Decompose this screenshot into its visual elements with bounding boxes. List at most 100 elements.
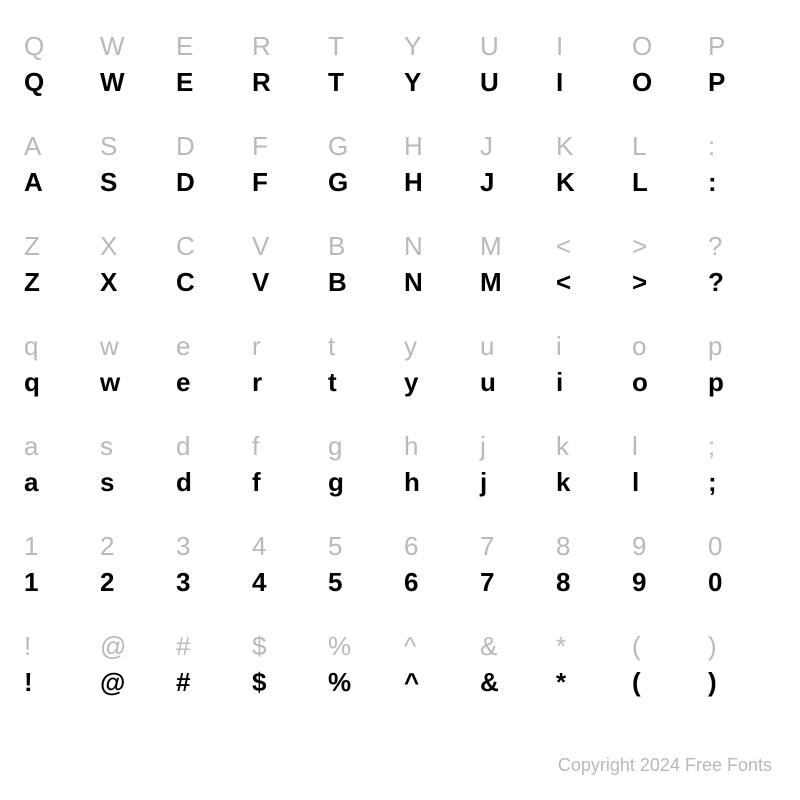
sample-glyph: O <box>632 69 652 95</box>
sample-glyph: r <box>252 369 262 395</box>
char-cell: XX <box>96 214 172 314</box>
reference-glyph: O <box>632 33 652 59</box>
sample-glyph: 2 <box>100 569 114 595</box>
char-cell: qq <box>20 314 96 414</box>
sample-glyph: : <box>708 169 717 195</box>
char-cell: CC <box>172 214 248 314</box>
char-cell: dd <box>172 414 248 514</box>
reference-glyph: A <box>24 133 41 159</box>
reference-glyph: 0 <box>708 533 722 559</box>
sample-glyph: A <box>24 169 43 195</box>
reference-glyph: s <box>100 433 113 459</box>
reference-glyph: U <box>480 33 499 59</box>
char-cell: DD <box>172 114 248 214</box>
char-cell: 44 <box>248 514 324 614</box>
sample-glyph: q <box>24 369 40 395</box>
char-cell: ?? <box>704 214 780 314</box>
reference-glyph: ( <box>632 633 641 659</box>
reference-glyph: & <box>480 633 497 659</box>
reference-glyph: f <box>252 433 259 459</box>
sample-glyph: G <box>328 169 348 195</box>
reference-glyph: ^ <box>404 633 416 659</box>
sample-glyph: 7 <box>480 569 494 595</box>
char-cell: AA <box>20 114 96 214</box>
char-cell: SS <box>96 114 172 214</box>
sample-glyph: M <box>480 269 502 295</box>
reference-glyph: T <box>328 33 344 59</box>
sample-glyph: % <box>328 669 351 695</box>
sample-glyph: 4 <box>252 569 266 595</box>
char-cell: GG <box>324 114 400 214</box>
reference-glyph: $ <box>252 633 266 659</box>
reference-glyph: o <box>632 333 646 359</box>
reference-glyph: ; <box>708 433 715 459</box>
char-cell: << <box>552 214 628 314</box>
sample-glyph: Q <box>24 69 44 95</box>
char-cell: gg <box>324 414 400 514</box>
reference-glyph: Z <box>24 233 40 259</box>
sample-glyph: C <box>176 269 195 295</box>
sample-glyph: 1 <box>24 569 38 595</box>
sample-glyph: 3 <box>176 569 190 595</box>
reference-glyph: * <box>556 633 566 659</box>
sample-glyph: o <box>632 369 648 395</box>
reference-glyph: L <box>632 133 646 159</box>
reference-glyph: t <box>328 333 335 359</box>
char-cell: FF <box>248 114 324 214</box>
sample-glyph: P <box>708 69 725 95</box>
char-cell: QQ <box>20 14 96 114</box>
sample-glyph: ^ <box>404 669 419 695</box>
char-cell: oo <box>628 314 704 414</box>
sample-glyph: e <box>176 369 190 395</box>
char-cell: 33 <box>172 514 248 614</box>
sample-glyph: y <box>404 369 418 395</box>
reference-glyph: % <box>328 633 351 659</box>
reference-glyph: ) <box>708 633 717 659</box>
char-cell: && <box>476 614 552 714</box>
reference-glyph: S <box>100 133 117 159</box>
reference-glyph: l <box>632 433 638 459</box>
sample-glyph: ) <box>708 669 717 695</box>
sample-glyph: 8 <box>556 569 570 595</box>
reference-glyph: W <box>100 33 125 59</box>
reference-glyph: k <box>556 433 569 459</box>
reference-glyph: q <box>24 333 38 359</box>
char-cell: ff <box>248 414 324 514</box>
sample-glyph: p <box>708 369 724 395</box>
sample-glyph: i <box>556 369 563 395</box>
sample-glyph: I <box>556 69 563 95</box>
reference-glyph: a <box>24 433 38 459</box>
sample-glyph: B <box>328 269 347 295</box>
char-cell: EE <box>172 14 248 114</box>
sample-glyph: V <box>252 269 269 295</box>
char-cell: 99 <box>628 514 704 614</box>
char-cell: aa <box>20 414 96 514</box>
reference-glyph: 3 <box>176 533 190 559</box>
char-cell: WW <box>96 14 172 114</box>
reference-glyph: D <box>176 133 195 159</box>
sample-glyph: & <box>480 669 499 695</box>
sample-glyph: Z <box>24 269 40 295</box>
reference-glyph: R <box>252 33 271 59</box>
sample-glyph: g <box>328 469 344 495</box>
char-cell: KK <box>552 114 628 214</box>
char-cell: PP <box>704 14 780 114</box>
char-cell: 00 <box>704 514 780 614</box>
char-cell: ii <box>552 314 628 414</box>
char-cell: $$ <box>248 614 324 714</box>
sample-glyph: 0 <box>708 569 722 595</box>
char-cell: BB <box>324 214 400 314</box>
reference-glyph: F <box>252 133 268 159</box>
char-cell: >> <box>628 214 704 314</box>
reference-glyph: 8 <box>556 533 570 559</box>
reference-glyph: 9 <box>632 533 646 559</box>
sample-glyph: t <box>328 369 337 395</box>
char-cell: ll <box>628 414 704 514</box>
reference-glyph: j <box>480 433 486 459</box>
sample-glyph: H <box>404 169 423 195</box>
reference-glyph: < <box>556 233 571 259</box>
sample-glyph: W <box>100 69 125 95</box>
char-cell: 88 <box>552 514 628 614</box>
char-cell: yy <box>400 314 476 414</box>
sample-glyph: k <box>556 469 570 495</box>
